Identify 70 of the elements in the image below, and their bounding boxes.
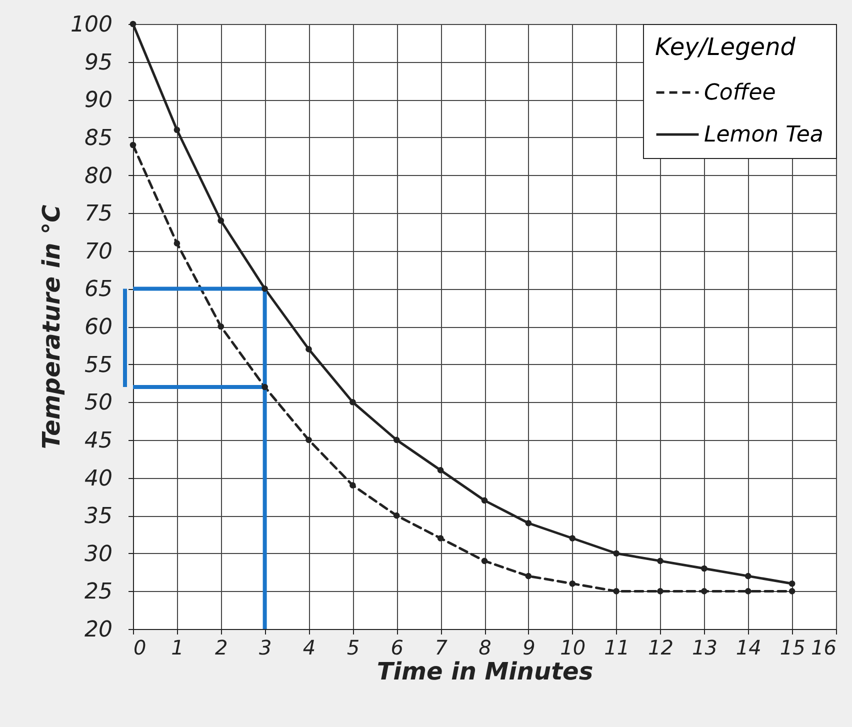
x-tick-label: 4 bbox=[302, 636, 316, 660]
point bbox=[393, 512, 400, 519]
x-tick-label: 16 bbox=[811, 636, 836, 660]
point bbox=[657, 588, 664, 594]
x-tick-label: 0 bbox=[134, 636, 146, 660]
point bbox=[701, 588, 708, 594]
x-tick-label: 13 bbox=[692, 636, 718, 660]
point bbox=[481, 558, 488, 564]
y-tick-label: 95 bbox=[84, 50, 112, 76]
y-tick-label: 25 bbox=[84, 580, 112, 605]
x-tick-label: 1 bbox=[171, 636, 184, 660]
y-tick-label: 100 bbox=[70, 12, 112, 38]
point bbox=[262, 384, 268, 390]
x-axis-title: Time in Minutes bbox=[376, 658, 594, 686]
point bbox=[437, 535, 444, 542]
point bbox=[174, 126, 180, 134]
point bbox=[481, 497, 488, 504]
x-tick-label: 5 bbox=[346, 636, 360, 660]
point bbox=[525, 572, 532, 580]
point bbox=[393, 436, 400, 444]
y-tick-label: 75 bbox=[84, 202, 112, 227]
point bbox=[218, 323, 224, 330]
y-tick-label: 60 bbox=[84, 315, 112, 340]
point bbox=[569, 535, 576, 542]
y-tick-label: 35 bbox=[84, 504, 112, 530]
point bbox=[350, 482, 356, 488]
y-tick-label: 65 bbox=[84, 277, 112, 302]
point bbox=[744, 572, 752, 580]
y-tick-label: 55 bbox=[84, 352, 112, 378]
point bbox=[569, 580, 576, 587]
point bbox=[174, 240, 180, 246]
x-tick-label: 8 bbox=[478, 636, 492, 660]
point bbox=[262, 286, 268, 292]
x-tick-label: 3 bbox=[258, 636, 272, 660]
point bbox=[218, 217, 224, 224]
point bbox=[788, 580, 796, 587]
y-tick-label: 85 bbox=[84, 126, 112, 151]
point bbox=[657, 558, 664, 564]
x-tick-label: 10 bbox=[560, 636, 586, 660]
y-tick-label: 40 bbox=[84, 466, 112, 492]
x-tick-label: 14 bbox=[736, 636, 762, 660]
y-tick-label: 90 bbox=[84, 88, 112, 114]
x-tick-label: 15 bbox=[780, 636, 806, 660]
y-tick-label: 80 bbox=[84, 164, 112, 189]
y-tick-label: 45 bbox=[84, 428, 112, 454]
point bbox=[350, 398, 356, 406]
x-tick-label: 11 bbox=[604, 636, 630, 660]
x-tick-label: 12 bbox=[648, 636, 674, 660]
point bbox=[613, 550, 620, 557]
legend-label: Coffee bbox=[704, 80, 776, 106]
y-tick-label: 30 bbox=[84, 542, 112, 567]
point bbox=[525, 520, 532, 526]
x-tick-label: 2 bbox=[215, 636, 228, 660]
legend-title: Key/Legend bbox=[655, 33, 796, 61]
point bbox=[306, 346, 312, 352]
point bbox=[744, 588, 752, 594]
point bbox=[130, 142, 136, 148]
y-tick-label: 20 bbox=[84, 618, 112, 642]
x-tick-label: 9 bbox=[522, 636, 536, 660]
y-axis-title: Temperature in °C bbox=[38, 204, 66, 450]
x-tick-label: 6 bbox=[390, 636, 404, 660]
point bbox=[788, 588, 796, 594]
point bbox=[437, 467, 444, 474]
x-tick-label: 7 bbox=[434, 636, 448, 660]
point bbox=[613, 588, 620, 594]
point bbox=[306, 436, 312, 444]
y-tick-label: 70 bbox=[84, 239, 112, 264]
legend-label: Lemon Tea bbox=[704, 122, 824, 148]
y-tick-label: 50 bbox=[84, 390, 112, 416]
point bbox=[701, 565, 708, 572]
